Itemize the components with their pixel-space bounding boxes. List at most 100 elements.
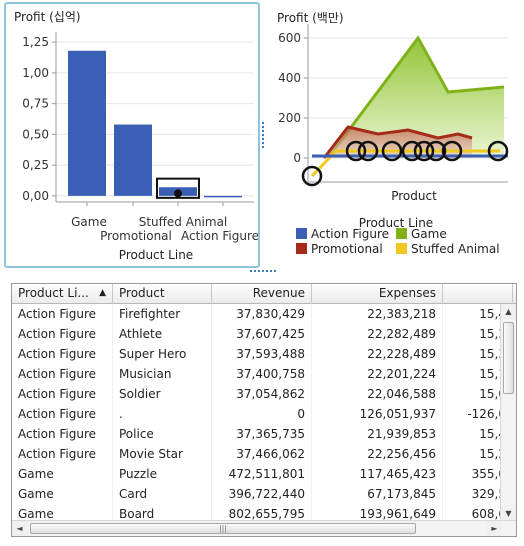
- cell-product: Soldier: [113, 384, 212, 404]
- vertical-scrollbar[interactable]: ▲ ▼: [500, 304, 516, 522]
- area-chart-xlabel: Product: [391, 189, 437, 203]
- table-row[interactable]: Game Card 396,722,440 67,173,845 329,5: [12, 484, 516, 504]
- cell-expenses: 67,173,845: [312, 484, 443, 504]
- area-promotional-line[interactable]: [322, 125, 473, 159]
- cell-product-line: Game: [12, 504, 113, 524]
- cell-expenses: 22,046,588: [312, 384, 443, 404]
- cell-product: Athlete: [113, 324, 212, 344]
- cell-revenue: 472,511,801: [212, 464, 312, 484]
- scroll-up-icon[interactable]: ▲: [501, 304, 516, 320]
- cell-expenses: 126,051,937: [312, 404, 443, 424]
- column-header-expenses[interactable]: Expenses: [312, 284, 443, 304]
- legend-label: Promotional: [311, 242, 383, 256]
- area-game-line[interactable]: [326, 35, 505, 159]
- vertical-scroll-thumb[interactable]: [503, 322, 514, 394]
- table-row[interactable]: Action Figure Athlete 37,607,425 22,282,489…: [12, 324, 516, 344]
- bar-ytick-label: 0,00: [22, 189, 49, 203]
- cell-expenses: 22,201,224: [312, 364, 443, 384]
- table-row[interactable]: Action Figure. 0 126,051,937 -126,0: [12, 404, 516, 424]
- bar-xtick-label: Game: [71, 215, 107, 229]
- highlight-point[interactable]: [401, 140, 423, 162]
- cell-expenses: 193,961,649: [312, 504, 443, 524]
- cell-product-line: Action Figure: [12, 344, 113, 364]
- cell-product: Movie Star: [113, 444, 212, 464]
- bar-chart-panel[interactable]: Profit (십억) 1,25 1,00 0,75 0,50 0,25 0,00 Gam…: [4, 2, 260, 268]
- cell-product: Puzzle: [113, 464, 212, 484]
- cell-revenue: 37,607,425: [212, 324, 312, 344]
- scroll-left-icon[interactable]: ◄: [12, 521, 27, 536]
- horizontal-splitter[interactable]: [250, 270, 276, 273]
- highlight-point[interactable]: [345, 140, 367, 162]
- cell-revenue: 396,722,440: [212, 484, 312, 504]
- bar-chart-xlabel: Product Line: [119, 248, 193, 262]
- highlight-point[interactable]: [301, 165, 323, 187]
- bar-ytick-label: 0,25: [22, 158, 49, 172]
- cell-expenses: 22,228,489: [312, 344, 443, 364]
- table-row[interactable]: Action Figure Soldier 37,054,862 22,046,588…: [12, 384, 516, 404]
- column-header-product-line[interactable]: Product Li... ▲: [12, 284, 113, 304]
- cell-product-line: Action Figure: [12, 444, 113, 464]
- cell-revenue: 37,054,862: [212, 384, 312, 404]
- cell-revenue: 37,830,429: [212, 304, 312, 324]
- legend-swatch: [296, 243, 307, 254]
- cell-product-line: Action Figure: [12, 324, 113, 344]
- horizontal-scroll-thumb[interactable]: |||: [30, 523, 416, 534]
- cell-expenses: 22,256,456: [312, 444, 443, 464]
- table-row[interactable]: Action Figure Super Hero 37,593,488 22,228,…: [12, 344, 516, 364]
- cell-product: Firefighter: [113, 304, 212, 324]
- cell-product: Board: [113, 504, 212, 524]
- bar-chart[interactable]: Profit (십억) 1,25 1,00 0,75 0,50 0,25 0,00 Gam…: [6, 4, 259, 266]
- highlight-point[interactable]: [357, 140, 379, 162]
- cell-product: Card: [113, 484, 212, 504]
- cell-revenue: 37,365,735: [212, 424, 312, 444]
- cell-expenses: 22,383,218: [312, 304, 443, 324]
- table-row[interactable]: Action Figure Movie Star 37,466,062 22,256,…: [12, 444, 516, 464]
- legend-label: Game: [411, 227, 447, 241]
- table-row[interactable]: Action Figure Firefighter 37,830,429 22,383…: [12, 304, 516, 324]
- bar-xtick-label: Promotional: [100, 229, 172, 243]
- bar-xtick-label: Action Figure: [181, 229, 258, 243]
- bar-chart-title: Profit (십억): [14, 10, 81, 24]
- vertical-splitter[interactable]: [262, 122, 265, 148]
- highlight-point[interactable]: [441, 140, 463, 162]
- area-ytick-label: 0: [293, 151, 301, 165]
- cell-expenses: 21,939,853: [312, 424, 443, 444]
- cell-product-line: Action Figure: [12, 364, 113, 384]
- table-body: Action Figure Firefighter 37,830,429 22,383…: [12, 304, 516, 524]
- bar-action-figure[interactable]: [204, 195, 242, 198]
- bar-game[interactable]: [68, 50, 106, 196]
- bar-ytick-label: 0,50: [22, 127, 49, 141]
- column-header-profit[interactable]: [443, 284, 513, 304]
- legend: Action Figure Game Promotional Stuffed Anim…: [296, 227, 500, 256]
- scroll-right-icon[interactable]: ►: [487, 521, 502, 536]
- legend-label: Stuffed Animal: [411, 242, 500, 256]
- area-chart[interactable]: Profit (백만) 600 400 200 0 Product Product L…: [268, 2, 522, 268]
- cell-expenses: 117,465,423: [312, 464, 443, 484]
- table-row[interactable]: Game Puzzle 472,511,801 117,465,423 355,0: [12, 464, 516, 484]
- area-chart-panel[interactable]: Profit (백만) 600 400 200 0 Product Product L…: [268, 2, 522, 268]
- scroll-down-icon[interactable]: ▼: [501, 506, 516, 522]
- cell-revenue: 0: [212, 404, 312, 424]
- column-header-product[interactable]: Product: [113, 284, 212, 304]
- table-header: Product Li... ▲ Product Revenue Expenses: [12, 284, 516, 304]
- bar-promotional[interactable]: [114, 124, 152, 196]
- bar-ytick-label: 1,25: [22, 35, 49, 49]
- highlight-point[interactable]: [381, 140, 403, 162]
- table-row[interactable]: Action Figure Police 37,365,735 21,939,853 1…: [12, 424, 516, 444]
- highlight-point[interactable]: [425, 140, 447, 162]
- highlight-point[interactable]: [413, 140, 435, 162]
- table-row[interactable]: Game Board 802,655,795 193,961,649 608,6: [12, 504, 516, 524]
- cell-product-line: Game: [12, 484, 113, 504]
- bar-ytick-label: 0,75: [22, 97, 49, 111]
- cell-product-line: Action Figure: [12, 304, 113, 324]
- legend-title: Product Line: [359, 216, 433, 230]
- cell-product: Police: [113, 424, 212, 444]
- area-game-fill[interactable]: [328, 38, 504, 158]
- table-row[interactable]: Action Figure Musician 37,400,758 22,201,22…: [12, 364, 516, 384]
- area-ytick-label: 200: [278, 111, 301, 125]
- horizontal-scrollbar[interactable]: ◄ ||| ►: [12, 520, 516, 536]
- column-header-revenue[interactable]: Revenue: [212, 284, 312, 304]
- highlight-point[interactable]: [487, 140, 509, 162]
- data-table[interactable]: Product Li... ▲ Product Revenue Expenses…: [11, 283, 517, 537]
- legend-label: Action Figure: [311, 227, 389, 241]
